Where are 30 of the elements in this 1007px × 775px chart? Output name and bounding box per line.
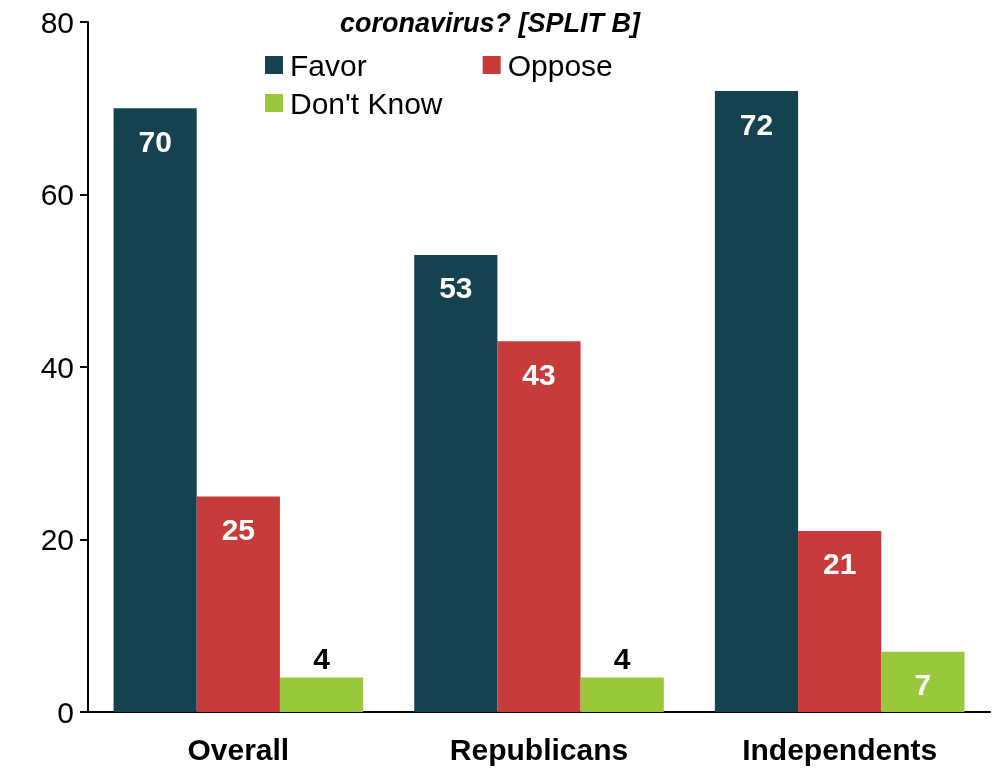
- y-tick-label: 20: [40, 523, 74, 556]
- data-label: 70: [138, 124, 172, 158]
- bar: [881, 651, 965, 712]
- bar: [279, 677, 364, 712]
- y-tick-label: 40: [40, 350, 74, 384]
- data-label: 72: [739, 107, 774, 141]
- data-label: 21: [822, 547, 857, 581]
- legend-label: Oppose: [507, 48, 613, 82]
- bar: [414, 254, 498, 712]
- legend-label: Favor: [290, 48, 367, 82]
- data-label: 43: [522, 357, 556, 391]
- data-label: 7: [914, 668, 932, 702]
- bar: [113, 108, 197, 712]
- bar: [714, 91, 799, 712]
- bar: [196, 496, 280, 712]
- data-label: 4: [613, 642, 631, 675]
- y-tick-label: 60: [40, 178, 74, 211]
- data-label: 53: [439, 271, 473, 305]
- x-tick-label: Independents: [742, 732, 938, 766]
- data-label: 25: [221, 512, 256, 546]
- chart-title: coronavirus? [SPLIT B]: [339, 7, 642, 38]
- bar: [798, 530, 882, 712]
- y-tick-label: 0: [57, 695, 74, 729]
- bar: [497, 341, 581, 712]
- x-tick-label: Overall: [187, 732, 290, 766]
- x-tick-label: Republicans: [449, 732, 629, 766]
- bar: [580, 677, 664, 712]
- data-label: 4: [313, 642, 331, 675]
- legend-label: Don't Know: [290, 86, 443, 120]
- y-tick-label: 80: [40, 5, 74, 39]
